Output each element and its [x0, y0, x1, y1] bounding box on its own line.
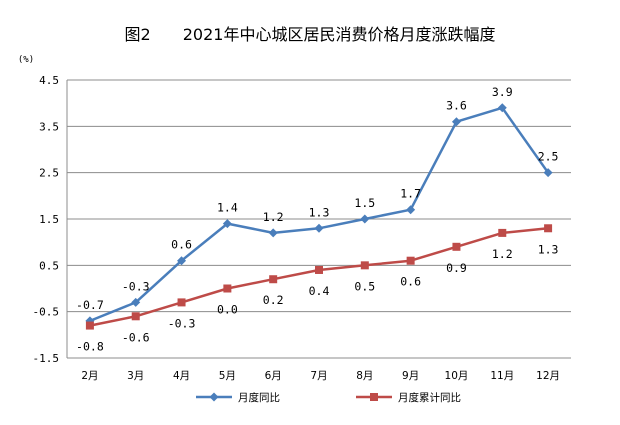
data-point [360, 261, 369, 270]
x-tick-label: 4月 [173, 370, 190, 382]
x-tick-label: 8月 [356, 370, 373, 382]
data-label: 1.2 [263, 210, 284, 224]
data-label: 0.5 [354, 279, 375, 293]
data-label: 3.6 [446, 99, 467, 113]
data-point [497, 103, 507, 113]
data-label: 0.9 [446, 261, 467, 275]
data-point [223, 284, 232, 293]
data-point [131, 312, 140, 321]
data-point [406, 256, 415, 265]
data-point [314, 223, 324, 233]
x-tick-label: 9月 [402, 370, 419, 382]
data-point [544, 224, 553, 233]
data-label: 0.6 [171, 238, 192, 252]
data-point [406, 205, 416, 215]
x-tick-label: 6月 [265, 370, 282, 382]
axes [66, 80, 571, 359]
data-label: -0.6 [122, 330, 150, 344]
y-unit-label: (%) [18, 55, 34, 65]
data-point [498, 228, 507, 237]
data-label: 0.4 [309, 284, 330, 298]
y-axis-ticks: -1.5 -0.5 0.5 1.5 2.5 3.5 4.5 [33, 74, 60, 365]
y-tick-label: 2.5 [39, 167, 59, 180]
legend-item-0: 月度同比 [196, 391, 280, 404]
data-label: 2.5 [538, 150, 559, 164]
data-point [177, 256, 187, 266]
data-point [85, 321, 94, 330]
x-tick-label: 2月 [81, 370, 98, 382]
data-label: 1.7 [400, 187, 421, 201]
legend-label: 月度累计同比 [398, 391, 461, 404]
legend-swatch-marker [370, 393, 378, 401]
x-tick-label: 5月 [219, 370, 236, 382]
data-label: 1.4 [217, 201, 238, 215]
x-tick-label: 12月 [536, 370, 560, 382]
data-label: -0.7 [76, 298, 104, 312]
x-tick-label: 11月 [490, 370, 514, 382]
x-tick-label: 3月 [127, 370, 144, 382]
data-label: 1.3 [538, 242, 559, 256]
legend-swatch-marker [209, 392, 219, 402]
y-tick-label: -1.5 [33, 352, 60, 365]
data-point [268, 228, 278, 238]
data-point [360, 214, 370, 224]
series-layer: -0.7-0.30.61.41.2 1.31.51.73.63.92.5-0.8-… [76, 85, 558, 354]
data-label: 0.0 [217, 303, 238, 317]
x-tick-label: 7月 [310, 370, 327, 382]
series-line [89, 227, 549, 327]
data-point [315, 265, 323, 274]
data-label: -0.8 [76, 340, 104, 354]
data-label: 0.2 [263, 293, 284, 307]
data-label: 1.2 [492, 247, 513, 261]
data-point [222, 219, 232, 229]
data-point [177, 298, 186, 307]
legend: 月度同比 月度累计同比 [196, 391, 461, 404]
data-label: 0.6 [400, 275, 421, 289]
chart-title: 图2 2021年中心城区居民消费价格月度涨跌幅度 [125, 25, 496, 44]
data-point [452, 242, 461, 251]
x-axis-ticks: 2月 3月 4月 5月 6月 7月 8月 9月 10月 11月 12月 [81, 370, 560, 382]
data-label: 3.9 [492, 85, 513, 99]
data-point [451, 117, 461, 127]
data-point [543, 168, 553, 178]
y-tick-label: 4.5 [39, 74, 59, 87]
data-point [131, 297, 141, 307]
y-tick-label: -0.5 [33, 306, 60, 319]
x-tick-label: 10月 [445, 370, 469, 382]
data-label: -0.3 [122, 279, 150, 293]
legend-label: 月度同比 [238, 391, 280, 404]
y-tick-label: 0.5 [39, 259, 59, 272]
data-label: -0.3 [168, 316, 196, 330]
data-label: 1.3 [309, 205, 330, 219]
series-1: -0.8 -0.6 -0.3 0.0 0.2 0.4 0.5 0.6 0.9 1.2 1.3 [76, 224, 559, 354]
legend-item-1: 月度累计同比 [356, 391, 461, 404]
y-tick-label: 1.5 [39, 213, 59, 226]
y-tick-label: 3.5 [39, 120, 59, 133]
data-label: 1.5 [354, 196, 375, 210]
data-point [269, 275, 278, 284]
